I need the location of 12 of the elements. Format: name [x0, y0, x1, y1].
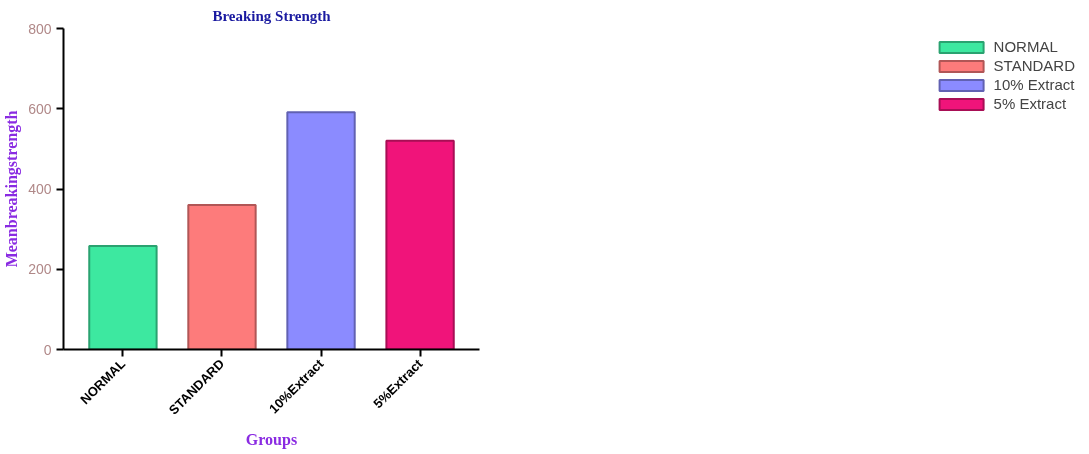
y-tick-label: 600: [28, 100, 52, 117]
legend-label: 10% Extract: [993, 76, 1075, 93]
x-axis-title: Groups: [245, 430, 298, 449]
y-tick-label: 400: [28, 181, 52, 197]
chart-title: Breaking Strength: [212, 7, 332, 24]
y-tick-label: 0: [43, 341, 52, 358]
y-tick-label: 800: [28, 20, 52, 37]
y-axis-title: Meanbreakingstrength: [3, 110, 22, 268]
legend-label: NORMAL: [993, 38, 1058, 55]
legend-label: STANDARD: [993, 57, 1075, 74]
y-tick-label: 200: [28, 261, 52, 278]
legend-label: 5% Extract: [993, 95, 1067, 112]
